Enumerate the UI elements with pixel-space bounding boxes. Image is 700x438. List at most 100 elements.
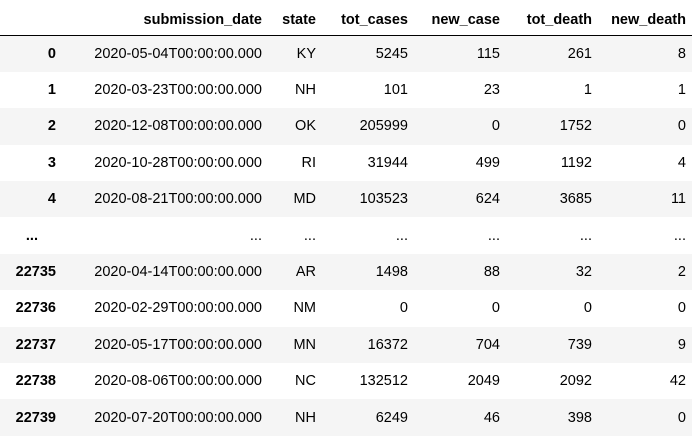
row-index: 22739	[15, 409, 56, 426]
cell-tot-cases: 1498	[375, 264, 408, 281]
cell-tot-cases: 205999	[359, 118, 408, 135]
row-index: 4	[47, 191, 56, 208]
cell-new-death: 1	[677, 82, 686, 99]
table-row: 2 2020-12-08T00:00:00.000 OK 205999 0 1752 0	[0, 108, 692, 145]
cell-tot-cases: 0	[399, 300, 408, 317]
table-row: 22736 2020-02-29T00:00:00.000 NM 0 0 0 0	[0, 290, 692, 327]
table-header: submission_date state tot_cases new_case…	[0, 4, 692, 36]
row-index: ...	[25, 227, 38, 244]
row-index: 22735	[15, 264, 56, 281]
cell-state: MD	[293, 191, 316, 208]
header-row: submission_date state tot_cases new_case…	[0, 4, 692, 36]
cell-state: KY	[296, 45, 316, 62]
cell-tot-death: 1192	[560, 154, 592, 171]
cell-tot-cases: 101	[383, 82, 408, 99]
cell-state: NC	[295, 373, 316, 390]
index-header	[0, 4, 66, 36]
column-header: state	[268, 4, 322, 36]
row-index: 0	[47, 45, 56, 62]
cell-new-case: 23	[483, 82, 500, 99]
cell-tot-death: 1752	[559, 118, 592, 135]
cell-new-death: 0	[677, 409, 686, 426]
cell-new-case: 115	[476, 45, 500, 62]
cell-tot-cases: 16372	[367, 336, 408, 353]
cell-submission-date: 2020-08-21T00:00:00.000	[94, 191, 262, 208]
cell-tot-cases: 5245	[375, 45, 408, 62]
cell-submission-date: 2020-12-08T00:00:00.000	[94, 118, 262, 135]
cell-tot-death: 2092	[559, 373, 592, 390]
table-row: 22739 2020-07-20T00:00:00.000 NH 6249 46 398 0	[0, 399, 692, 436]
column-header: submission_date	[66, 4, 268, 36]
cell-tot-death: 3685	[559, 191, 592, 208]
cell-new-case: 0	[491, 118, 500, 135]
cell-submission-date: 2020-05-17T00:00:00.000	[94, 336, 262, 353]
table-row: 22738 2020-08-06T00:00:00.000 NC 132512 2049…	[0, 363, 692, 400]
cell-tot-cases: 132512	[359, 373, 408, 390]
cell-new-case: 0	[491, 300, 500, 317]
cell-new-death: 9	[677, 336, 686, 353]
row-index: 1	[47, 82, 56, 99]
cell-submission-date: 2020-02-29T00:00:00.000	[94, 300, 262, 317]
cell-tot-cases: 31944	[367, 154, 408, 171]
cell-state: NH	[295, 82, 316, 99]
row-index: 22737	[15, 336, 56, 353]
cell-tot-cases: ...	[395, 227, 408, 244]
cell-tot-cases: 103523	[359, 191, 408, 208]
cell-tot-death: 739	[567, 336, 592, 353]
cell-new-death: 8	[677, 45, 686, 62]
cell-tot-death: 0	[583, 300, 592, 317]
table-row: 1 2020-03-23T00:00:00.000 NH 101 23 1 1	[0, 71, 692, 109]
cell-new-case: 46	[483, 409, 500, 426]
cell-submission-date: 2020-07-20T00:00:00.000	[94, 409, 262, 426]
cell-new-case: 2049	[467, 373, 500, 390]
cell-state: ...	[303, 227, 316, 244]
column-header: new_case	[414, 4, 506, 36]
cell-new-death: 0	[677, 118, 686, 135]
ellipsis-row: .....................	[0, 217, 692, 254]
cell-state: MN	[293, 336, 316, 353]
cell-state: RI	[301, 154, 317, 171]
row-index: 22736	[15, 300, 56, 317]
cell-new-death: 42	[669, 373, 686, 390]
cell-state: OK	[295, 118, 316, 135]
cell-new-case: 704	[475, 336, 500, 353]
cell-submission-date: 2020-10-28T00:00:00.000	[94, 154, 262, 171]
table-row: 22737 2020-05-17T00:00:00.000 MN 16372 704 73…	[0, 326, 692, 364]
table-row: 0 2020-05-04T00:00:00.000 KY 5245 115 261 8	[0, 35, 692, 72]
cell-new-death: 4	[677, 154, 686, 171]
cell-tot-death: 1	[583, 82, 592, 99]
row-index: 2	[47, 118, 56, 135]
cell-state: NM	[293, 300, 316, 317]
cell-new-death: 11	[670, 191, 686, 208]
cell-tot-cases: 6249	[375, 409, 408, 426]
cell-state: NH	[295, 409, 316, 426]
row-index: 22738	[15, 373, 56, 390]
cell-new-case: 624	[475, 191, 500, 208]
table-row: 3 2020-10-28T00:00:00.000 RI 31944 499 1192 4	[0, 144, 692, 182]
cell-tot-death: ...	[579, 227, 592, 244]
cell-new-case: 88	[483, 264, 500, 281]
cell-new-death: 2	[677, 264, 686, 281]
cell-submission-date: ...	[249, 227, 262, 244]
table-body: 0 2020-05-04T00:00:00.000 KY 5245 115 261 8 1 20…	[0, 35, 692, 436]
cell-tot-death: 398	[567, 409, 592, 426]
cell-new-case: ...	[487, 227, 500, 244]
cell-new-death: 0	[677, 300, 686, 317]
cell-new-death: ...	[673, 227, 686, 244]
cell-tot-death: 32	[575, 264, 592, 281]
cell-submission-date: 2020-08-06T00:00:00.000	[94, 373, 262, 390]
table-row: 4 2020-08-21T00:00:00.000 MD 103523 624 3685 1…	[0, 181, 692, 218]
dataframe-table: submission_date state tot_cases new_case…	[0, 4, 692, 436]
cell-tot-death: 261	[567, 45, 592, 62]
cell-submission-date: 2020-03-23T00:00:00.000	[94, 82, 262, 99]
table-row: 22735 2020-04-14T00:00:00.000 AR 1498 88 32 2	[0, 253, 692, 291]
row-index: 3	[47, 154, 56, 171]
column-header: new_death	[598, 4, 692, 36]
column-header: tot_cases	[322, 4, 414, 36]
column-header: tot_death	[506, 4, 598, 36]
cell-state: AR	[295, 264, 316, 281]
cell-new-case: 499	[475, 154, 500, 171]
cell-submission-date: 2020-05-04T00:00:00.000	[94, 45, 262, 62]
cell-submission-date: 2020-04-14T00:00:00.000	[94, 264, 262, 281]
